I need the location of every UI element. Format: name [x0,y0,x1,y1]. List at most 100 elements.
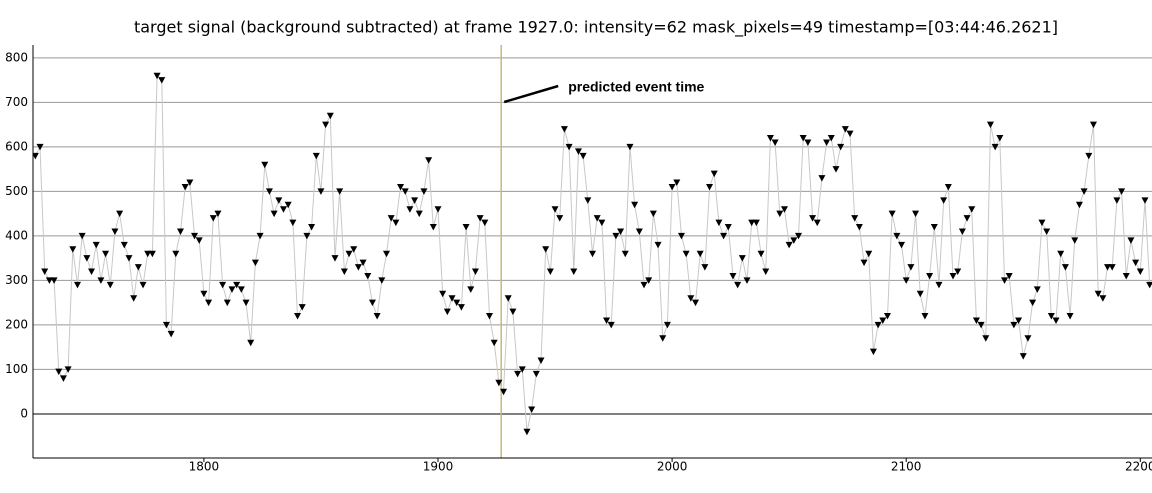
marker [1132,259,1140,267]
marker [654,241,662,249]
marker [92,241,100,249]
marker [439,290,447,298]
y-tick-label: 400 [5,228,28,242]
marker [560,126,568,133]
marker [106,281,114,289]
marker [977,321,985,329]
marker [1001,277,1009,284]
marker [565,143,573,151]
marker [1108,264,1116,271]
marker [45,277,53,284]
marker [181,183,189,191]
marker [294,313,302,320]
marker [130,295,138,302]
marker [696,250,704,258]
marker [509,308,517,316]
marker [55,368,63,376]
marker [617,228,625,235]
marker [523,428,531,436]
marker [420,188,428,195]
marker [893,232,901,240]
y-tick-label: 200 [5,317,28,331]
marker [986,121,994,129]
marker [340,268,348,276]
marker [827,135,835,142]
marker [219,281,227,289]
marker [837,143,845,151]
marker [331,255,339,262]
marker [518,366,526,373]
marker [382,250,390,258]
marker [373,313,381,320]
marker [888,210,896,218]
marker [256,232,264,240]
marker [673,179,681,187]
annotation: predicted event time [568,79,704,95]
marker [645,277,653,284]
marker [336,188,344,195]
marker [481,219,489,227]
marker [935,281,943,289]
marker [237,286,245,293]
marker [214,210,222,218]
marker [97,277,105,284]
marker [1104,264,1112,271]
marker [270,210,278,218]
marker [1075,201,1083,209]
marker [1089,121,1097,129]
marker [612,232,620,240]
marker [33,152,39,160]
marker [766,135,774,142]
marker [724,224,732,231]
marker [832,166,840,173]
marker [874,321,882,329]
marker [626,143,634,151]
marker [317,188,325,195]
marker [701,264,709,271]
marker [279,206,287,213]
marker [804,139,812,146]
marker [312,152,320,160]
marker [958,228,966,235]
marker [532,370,540,378]
marker [659,335,667,342]
marker [354,264,362,271]
y-tick-label: 500 [5,184,28,198]
marker [907,264,915,271]
marker [476,215,484,222]
marker [729,272,737,280]
marker [579,152,587,160]
marker [898,241,906,249]
marker [387,215,395,222]
marker [1071,237,1079,244]
marker [635,228,643,235]
marker [912,210,920,218]
marker [865,250,873,258]
marker [443,308,451,316]
marker [153,72,161,80]
marker [406,206,414,213]
marker [284,201,292,209]
marker [1033,286,1041,293]
marker [762,268,770,276]
marker [860,259,868,267]
marker [926,272,934,280]
marker [148,250,156,258]
marker [457,304,465,311]
marker [734,281,742,289]
marker [963,215,971,222]
marker [954,268,962,276]
marker [172,250,180,258]
marker [176,228,184,235]
marker [1146,281,1152,289]
marker [345,250,353,258]
marker [434,206,442,213]
marker [668,183,676,191]
marker [785,241,793,249]
marker [982,335,990,342]
marker [687,295,695,302]
marker [631,201,639,209]
marker [116,210,124,218]
y-tick-label: 600 [5,139,28,153]
marker [1061,264,1069,271]
